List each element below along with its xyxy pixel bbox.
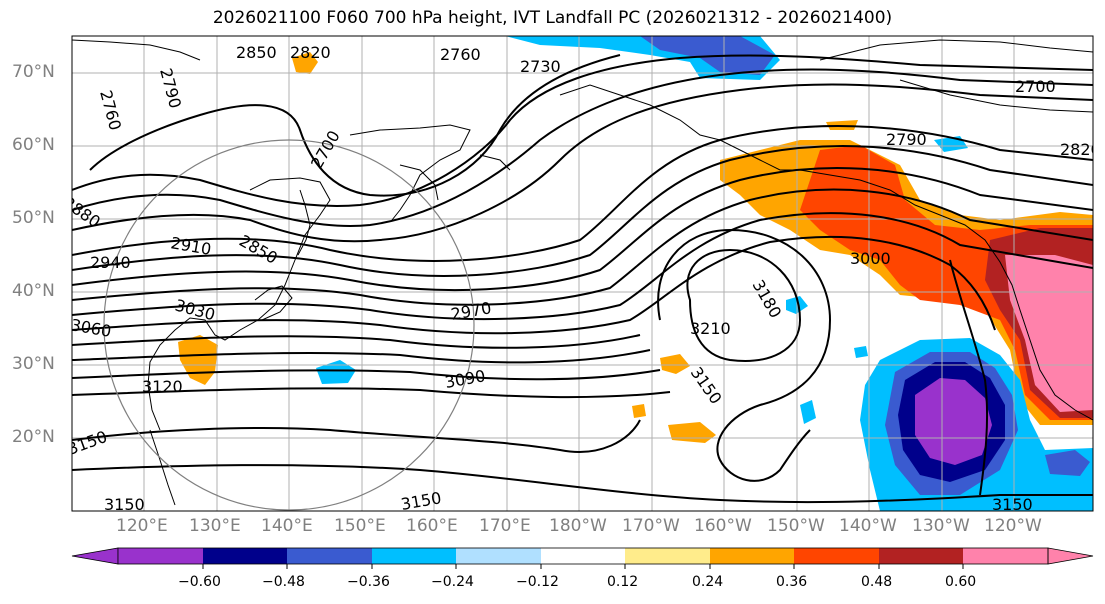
colorbar-swatch — [625, 548, 710, 564]
lon-label: 130°W — [912, 516, 970, 536]
lat-label: 60°N — [12, 135, 55, 155]
lon-label: 150°W — [767, 516, 825, 536]
lon-label: 120°W — [984, 516, 1042, 536]
lon-label: 160°W — [694, 516, 752, 536]
colorbar-tick-label: 0.48 — [861, 574, 893, 590]
lon-label: 170°W — [622, 516, 680, 536]
colorbar-swatch — [879, 548, 963, 564]
contour-label: 3150 — [104, 495, 145, 514]
height-contours — [72, 54, 1093, 504]
lat-label: 40°N — [12, 281, 55, 301]
colorbar-tick-label: 0.12 — [607, 574, 639, 590]
colorbar-extend-max — [1047, 547, 1094, 565]
colorbar-extend-min — [71, 547, 119, 565]
colorbar-tick-label: −0.24 — [431, 574, 474, 590]
colorbar-tick-label: −0.60 — [178, 574, 221, 590]
colorbar-swatch — [456, 548, 541, 564]
contour-label: 3150 — [992, 495, 1033, 514]
colorbar-swatch — [794, 548, 879, 564]
colorbar-swatch — [710, 548, 794, 564]
contour-label: 2820 — [1060, 140, 1101, 159]
colorbar — [71, 547, 1094, 569]
colorbar-swatch — [963, 548, 1048, 564]
lon-label: 140°W — [839, 516, 897, 536]
colorbar-tick-label: 0.36 — [776, 574, 808, 590]
map-frame — [71, 35, 1094, 512]
colorbar-swatch — [541, 548, 625, 564]
lon-label: 150°E — [334, 516, 386, 536]
contour-label: 3150 — [399, 488, 442, 514]
range-circle — [103, 139, 475, 511]
colorbar-tick-label: 0.24 — [692, 574, 724, 590]
colorbar-tick-label: −0.48 — [262, 574, 305, 590]
graticule — [72, 36, 1093, 511]
colorbar-swatch — [203, 548, 287, 564]
contour-label: 3210 — [690, 319, 731, 338]
coastlines — [72, 39, 1093, 506]
lon-label: 120°E — [116, 516, 168, 536]
lat-label: 70°N — [12, 62, 55, 82]
lat-label: 50°N — [12, 208, 55, 228]
colorbar-swatch — [118, 548, 203, 564]
colorbar-swatch — [372, 548, 456, 564]
colorbar-tick-label: −0.12 — [516, 574, 559, 590]
map-title: 2026021100 F060 700 hPa height, IVT Land… — [212, 8, 893, 28]
lon-label: 130°E — [189, 516, 241, 536]
contour-label: 2940 — [90, 253, 131, 272]
colorbar-tick-label: 0.60 — [945, 574, 977, 590]
colorbar-swatch — [287, 548, 372, 564]
lon-label: 160°E — [406, 516, 458, 536]
lon-label: 140°E — [261, 516, 313, 536]
lat-label: 20°N — [12, 427, 55, 447]
contour-label: 3120 — [142, 377, 183, 396]
contour-label: 2820 — [290, 43, 331, 62]
lon-label: 180°W — [549, 516, 607, 536]
contour-label: 2850 — [236, 43, 277, 62]
contour-label: 2700 — [1015, 77, 1056, 96]
contour-label: 2760 — [440, 45, 481, 64]
contour-label: 2730 — [520, 57, 561, 76]
colorbar-tick-label: −0.36 — [347, 574, 390, 590]
contour-label: 2790 — [886, 130, 927, 149]
lon-label: 170°E — [479, 516, 531, 536]
contour-label: 3000 — [850, 249, 891, 268]
lat-label: 30°N — [12, 354, 55, 374]
